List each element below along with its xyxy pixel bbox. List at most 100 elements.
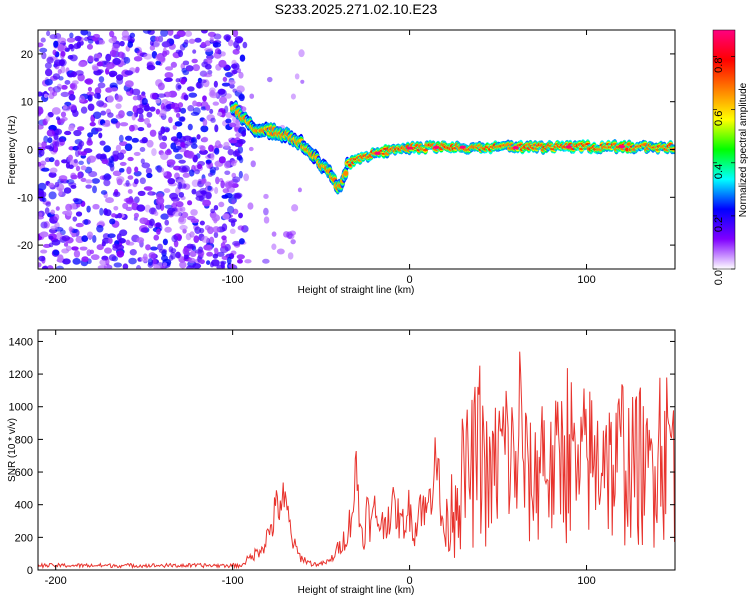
heatmap-noise-cell bbox=[152, 39, 161, 48]
heatmap-noise-cell bbox=[204, 181, 212, 187]
heatmap-noise-cell bbox=[192, 49, 197, 54]
heatmap-noise-cell bbox=[170, 61, 178, 68]
heatmap-noise-cell bbox=[205, 104, 211, 111]
heatmap-noise-cell bbox=[294, 73, 300, 80]
heatmap-noise-cell bbox=[44, 207, 50, 215]
colorbar-tick-label: 0.8 bbox=[713, 58, 725, 73]
heatmap-peak-cell bbox=[459, 145, 466, 149]
heatmap-noise-cell bbox=[87, 103, 95, 112]
heatmap-noise-cell bbox=[99, 259, 107, 266]
heatmap-noise-cell bbox=[126, 241, 135, 246]
heatmap-noise-cell bbox=[133, 196, 140, 204]
colorbar-tick-label: 0.4 bbox=[713, 164, 725, 179]
heatmap-noise-cell bbox=[122, 263, 129, 269]
x-tick-label: 0 bbox=[407, 575, 413, 587]
heatmap-noise-cell bbox=[148, 190, 153, 196]
heatmap-noise-cell bbox=[81, 256, 89, 263]
heatmap-noise-cell bbox=[189, 250, 197, 258]
heatmap-noise-cell bbox=[159, 108, 167, 117]
heatmap-noise-cell bbox=[204, 40, 211, 47]
heatmap-noise-cell bbox=[164, 226, 172, 233]
heatmap-noise-cell bbox=[62, 104, 68, 110]
heatmap-noise-cell bbox=[155, 60, 162, 66]
heatmap-noise-cell bbox=[133, 55, 143, 62]
heatmap-noise-cell bbox=[160, 30, 169, 37]
heatmap-noise-cell bbox=[236, 254, 245, 260]
heatmap-noise-cell bbox=[244, 259, 252, 264]
heatmap-noise-cell bbox=[232, 150, 239, 157]
heatmap-noise-cell bbox=[108, 156, 115, 164]
heatmap-noise-cell bbox=[53, 40, 59, 48]
heatmap-noise-cell bbox=[266, 76, 273, 83]
heatmap-noise-cell bbox=[112, 57, 121, 66]
colorbar-label: Normalized spectral amplitude bbox=[738, 82, 749, 217]
heatmap-noise-cell bbox=[52, 249, 60, 256]
heatmap-noise-cell bbox=[199, 79, 207, 84]
heatmap-noise-cell bbox=[237, 258, 243, 264]
heatmap-noise-cell bbox=[179, 224, 188, 231]
heatmap-peak-cell bbox=[432, 145, 440, 149]
heatmap-noise-cell bbox=[163, 77, 173, 83]
heatmap-noise-cell bbox=[237, 145, 244, 154]
heatmap-noise-cell bbox=[186, 150, 195, 159]
heatmap-noise-cell bbox=[78, 160, 84, 166]
heatmap-noise-cell bbox=[52, 91, 58, 97]
heatmap-noise-cell bbox=[149, 129, 157, 137]
heatmap-noise-cell bbox=[213, 205, 219, 211]
heatmap-noise-cell bbox=[194, 249, 204, 254]
heatmap-noise-cell bbox=[92, 111, 102, 119]
heatmap-noise-cell bbox=[167, 177, 176, 185]
heatmap-noise-cell bbox=[175, 112, 181, 118]
heatmap-noise-cell bbox=[100, 110, 107, 116]
heatmap-noise-cell bbox=[175, 251, 181, 259]
heatmap-noise-cell bbox=[67, 73, 74, 78]
heatmap-noise-cell bbox=[144, 105, 151, 112]
colorbar-tick-label: 0.2 bbox=[713, 217, 725, 232]
heatmap-noise-cell bbox=[174, 153, 183, 160]
heatmap-noise-cell bbox=[107, 233, 116, 239]
heatmap-noise-cell bbox=[158, 248, 168, 254]
heatmap-noise-cell bbox=[238, 93, 245, 102]
heatmap-noise-cell bbox=[86, 43, 94, 50]
heatmap-noise-cell bbox=[231, 198, 236, 205]
heatmap-noise-cell bbox=[85, 184, 92, 189]
heatmap-noise-cell bbox=[58, 188, 63, 196]
y-tick-label: 200 bbox=[15, 532, 33, 544]
heatmap-noise-cell bbox=[131, 137, 139, 143]
heatmap-noise-cell bbox=[126, 110, 134, 117]
heatmap-noise-cell bbox=[71, 232, 77, 238]
heatmap-noise-cell bbox=[92, 185, 97, 194]
heatmap-noise-cell bbox=[133, 151, 141, 156]
heatmap-noise-cell bbox=[235, 132, 242, 138]
heatmap-noise-cell bbox=[104, 247, 112, 254]
heatmap-noise-cell bbox=[158, 132, 163, 141]
heatmap-noise-cell bbox=[38, 262, 42, 268]
heatmap-noise-cell bbox=[220, 180, 225, 189]
heatmap-noise-cell bbox=[116, 176, 125, 183]
heatmap-noise-cell bbox=[132, 95, 138, 101]
heatmap-noise-cell bbox=[218, 156, 226, 164]
heatmap-noise-cell bbox=[83, 219, 89, 225]
heatmap-noise-cell bbox=[214, 147, 220, 155]
heatmap-noise-cell bbox=[230, 63, 238, 69]
heatmap-noise-cell bbox=[47, 111, 54, 118]
heatmap-noise-cell bbox=[149, 106, 156, 112]
heatmap-noise-cell bbox=[175, 82, 182, 91]
heatmap-noise-cell bbox=[232, 240, 241, 246]
heatmap-noise-cell bbox=[204, 63, 212, 70]
heatmap-noise-cell bbox=[96, 224, 104, 233]
heatmap-noise-cell bbox=[211, 214, 221, 222]
heatmap-noise-cell bbox=[289, 230, 296, 236]
heatmap-noise-cell bbox=[38, 91, 43, 97]
heatmap-peak-cell bbox=[406, 146, 413, 150]
heatmap-noise-cell bbox=[102, 174, 107, 181]
heatmap-noise-cell bbox=[59, 118, 66, 124]
heatmap-noise-cell bbox=[112, 243, 120, 249]
heatmap-noise-cell bbox=[61, 159, 68, 164]
heatmap-noise-cell bbox=[48, 157, 55, 163]
heatmap-noise-cell bbox=[38, 124, 44, 130]
heatmap-noise-cell bbox=[192, 64, 200, 72]
heatmap-noise-cell bbox=[210, 208, 216, 214]
heatmap-noise-cell bbox=[46, 265, 54, 269]
heatmap-noise-cell bbox=[127, 41, 134, 48]
